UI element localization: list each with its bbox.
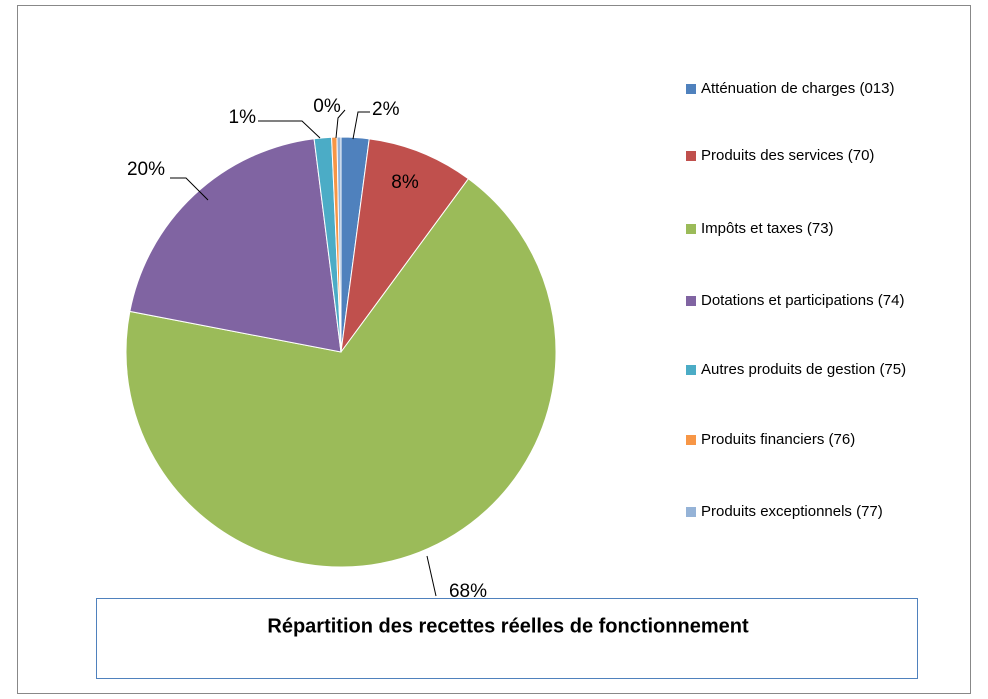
legend-swatch <box>686 507 696 517</box>
title-box <box>96 598 918 679</box>
data-label: 0% <box>313 96 341 117</box>
legend-swatch <box>686 151 696 161</box>
chart-title: Répartition des recettes réelles de fonc… <box>267 615 749 637</box>
legend-swatch <box>686 365 696 375</box>
legend-swatch <box>686 84 696 94</box>
pie-slice <box>336 136 342 353</box>
pie-slice <box>125 178 557 568</box>
leader-line <box>258 120 321 139</box>
data-label: 2% <box>372 99 400 120</box>
leader-line <box>426 555 437 597</box>
legend-label: Dotations et participations (74) <box>701 292 904 309</box>
legend-label: Produits des services (70) <box>701 147 874 164</box>
legend-label: Impôts et taxes (73) <box>701 220 834 237</box>
legend-swatch <box>686 435 696 445</box>
data-label: 20% <box>127 159 165 180</box>
legend-swatch <box>686 296 696 306</box>
legend-label: Produits exceptionnels (77) <box>701 503 883 520</box>
legend-swatch <box>686 224 696 234</box>
data-label: 8% <box>391 172 419 193</box>
leader-line <box>170 177 209 201</box>
legend-label: Produits financiers (76) <box>701 431 855 448</box>
legend-label: Atténuation de charges (013) <box>701 80 894 97</box>
pie <box>125 136 557 568</box>
pie-slice <box>129 138 342 353</box>
leader-line <box>335 109 346 139</box>
leader-line <box>352 111 370 140</box>
data-label: 1% <box>229 107 257 128</box>
data-label: 68% <box>449 581 487 602</box>
pie-slice <box>340 138 470 353</box>
legend-label: Autres produits de gestion (75) <box>701 361 906 378</box>
